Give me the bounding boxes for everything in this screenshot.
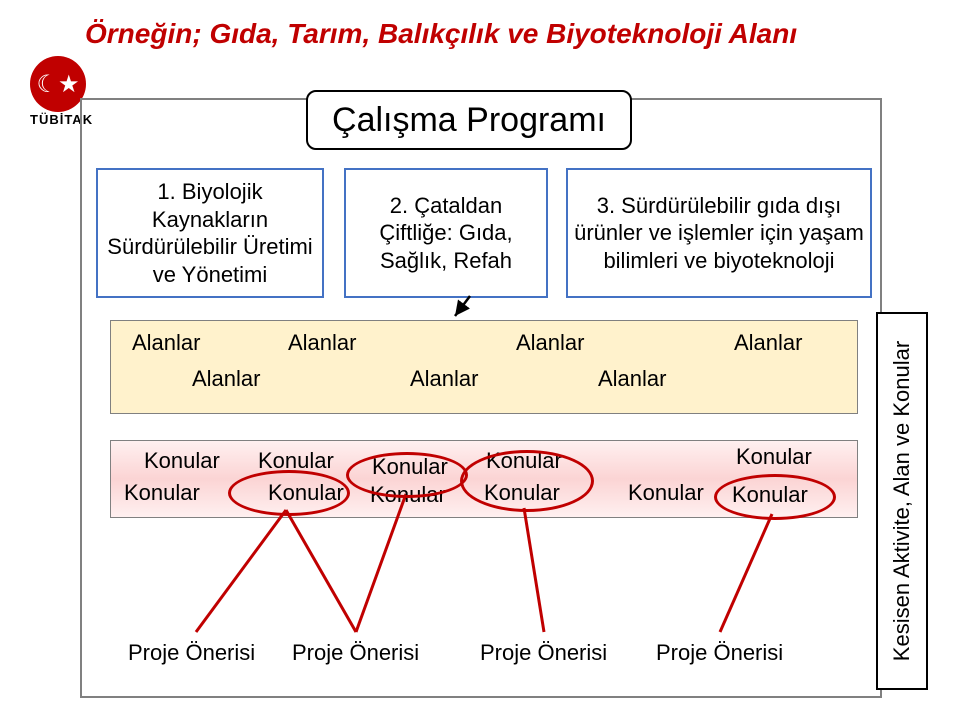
konular-label: Konular — [736, 444, 812, 470]
alanlar-label: Alanlar — [288, 330, 356, 356]
alanlar-label: Alanlar — [410, 366, 478, 392]
konular-oval — [714, 474, 836, 520]
alanlar-label: Alanlar — [516, 330, 584, 356]
konular-oval — [346, 452, 468, 498]
column-text-2: 2. Çataldan Çiftliğe: Gıda, Sağlık, Refa… — [352, 192, 540, 275]
slide-title: Örneğin; Gıda, Tarım, Balıkçılık ve Biyo… — [85, 18, 797, 50]
column-box-2: 2. Çataldan Çiftliğe: Gıda, Sağlık, Refa… — [344, 168, 548, 298]
column-box-1: 1. Biyolojik Kaynakların Sürdürülebilir … — [96, 168, 324, 298]
proje-label: Proje Önerisi — [128, 640, 255, 666]
logo-icon: ☾★ — [30, 56, 86, 112]
konular-label: Konular — [124, 480, 200, 506]
sidebar-label: Kesisen Aktivite, Alan ve Konular — [889, 341, 915, 661]
alanlar-label: Alanlar — [734, 330, 802, 356]
logo-glyph: ☾★ — [36, 70, 79, 99]
proje-label: Proje Önerisi — [480, 640, 607, 666]
konular-label: Konular — [144, 448, 220, 474]
proje-label: Proje Önerisi — [656, 640, 783, 666]
column-text-3: 3. Sürdürülebilir gıda dışı ürünler ve i… — [574, 192, 864, 275]
column-text-1: 1. Biyolojik Kaynakların Sürdürülebilir … — [104, 178, 316, 288]
column-box-3: 3. Sürdürülebilir gıda dışı ürünler ve i… — [566, 168, 872, 298]
alanlar-label: Alanlar — [132, 330, 200, 356]
konular-label: Konular — [628, 480, 704, 506]
alanlar-label: Alanlar — [598, 366, 666, 392]
konular-oval — [228, 470, 350, 516]
program-label: Çalışma Programı — [332, 101, 606, 140]
sidebar-box: Kesisen Aktivite, Alan ve Konular — [876, 312, 928, 690]
alanlar-label: Alanlar — [192, 366, 260, 392]
proje-label: Proje Önerisi — [292, 640, 419, 666]
program-box: Çalışma Programı — [306, 90, 632, 150]
konular-oval — [460, 450, 594, 512]
